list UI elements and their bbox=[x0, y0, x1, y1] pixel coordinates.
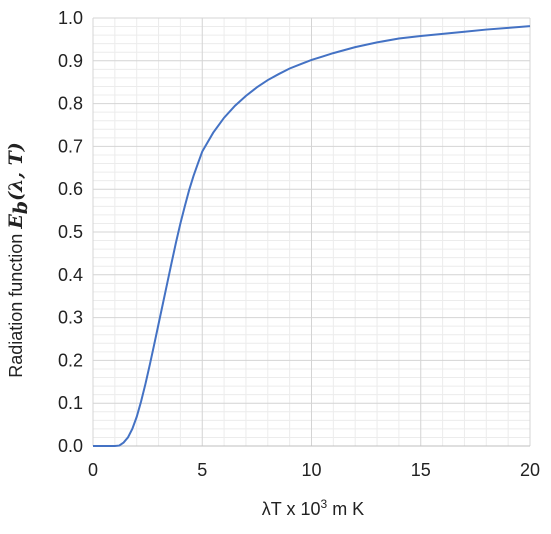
y-tick-label: 0.0 bbox=[58, 436, 83, 456]
y-tick-label: 0.2 bbox=[58, 350, 83, 370]
series-line bbox=[93, 25, 531, 447]
x-axis-title-base: λT x 10 bbox=[262, 499, 321, 519]
x-axis-title-tail: m K bbox=[327, 499, 364, 519]
x-tick-label: 20 bbox=[520, 460, 540, 480]
x-tick-label: 0 bbox=[88, 460, 98, 480]
y-tick-label: 0.9 bbox=[58, 51, 83, 71]
x-tick-label: 15 bbox=[411, 460, 431, 480]
x-tick-label: 10 bbox=[301, 460, 321, 480]
y-axis-title-math-sub: b bbox=[10, 201, 32, 214]
y-tick-label: 0.6 bbox=[58, 179, 83, 199]
y-tick-label: 0.5 bbox=[58, 222, 83, 242]
x-axis-title: λT x 103 m K bbox=[262, 497, 364, 519]
y-tick-label: 0.3 bbox=[58, 308, 83, 328]
y-tick-label: 1.0 bbox=[58, 8, 83, 28]
y-axis-title-math-main: E bbox=[5, 214, 27, 230]
y-tick-label: 0.8 bbox=[58, 94, 83, 114]
x-tick-labels: 0 5 10 15 20 bbox=[88, 460, 540, 480]
x-tick-label: 5 bbox=[197, 460, 207, 480]
x-axis-title-sup: 3 bbox=[321, 497, 328, 511]
y-axis-title: Radiation function Eb(λ, T) bbox=[5, 142, 32, 378]
y-tick-label: 0.1 bbox=[58, 393, 83, 413]
y-axis-title-text: Radiation function bbox=[6, 229, 26, 378]
y-tick-label: 0.7 bbox=[58, 136, 83, 156]
y-tick-label: 0.4 bbox=[58, 265, 83, 285]
y-axis-title-math-args: (λ, T) bbox=[5, 142, 27, 201]
y-tick-labels: 0.0 0.1 0.2 0.3 0.4 0.5 0.6 0.7 0.8 0.9 1.0 bbox=[58, 8, 83, 456]
